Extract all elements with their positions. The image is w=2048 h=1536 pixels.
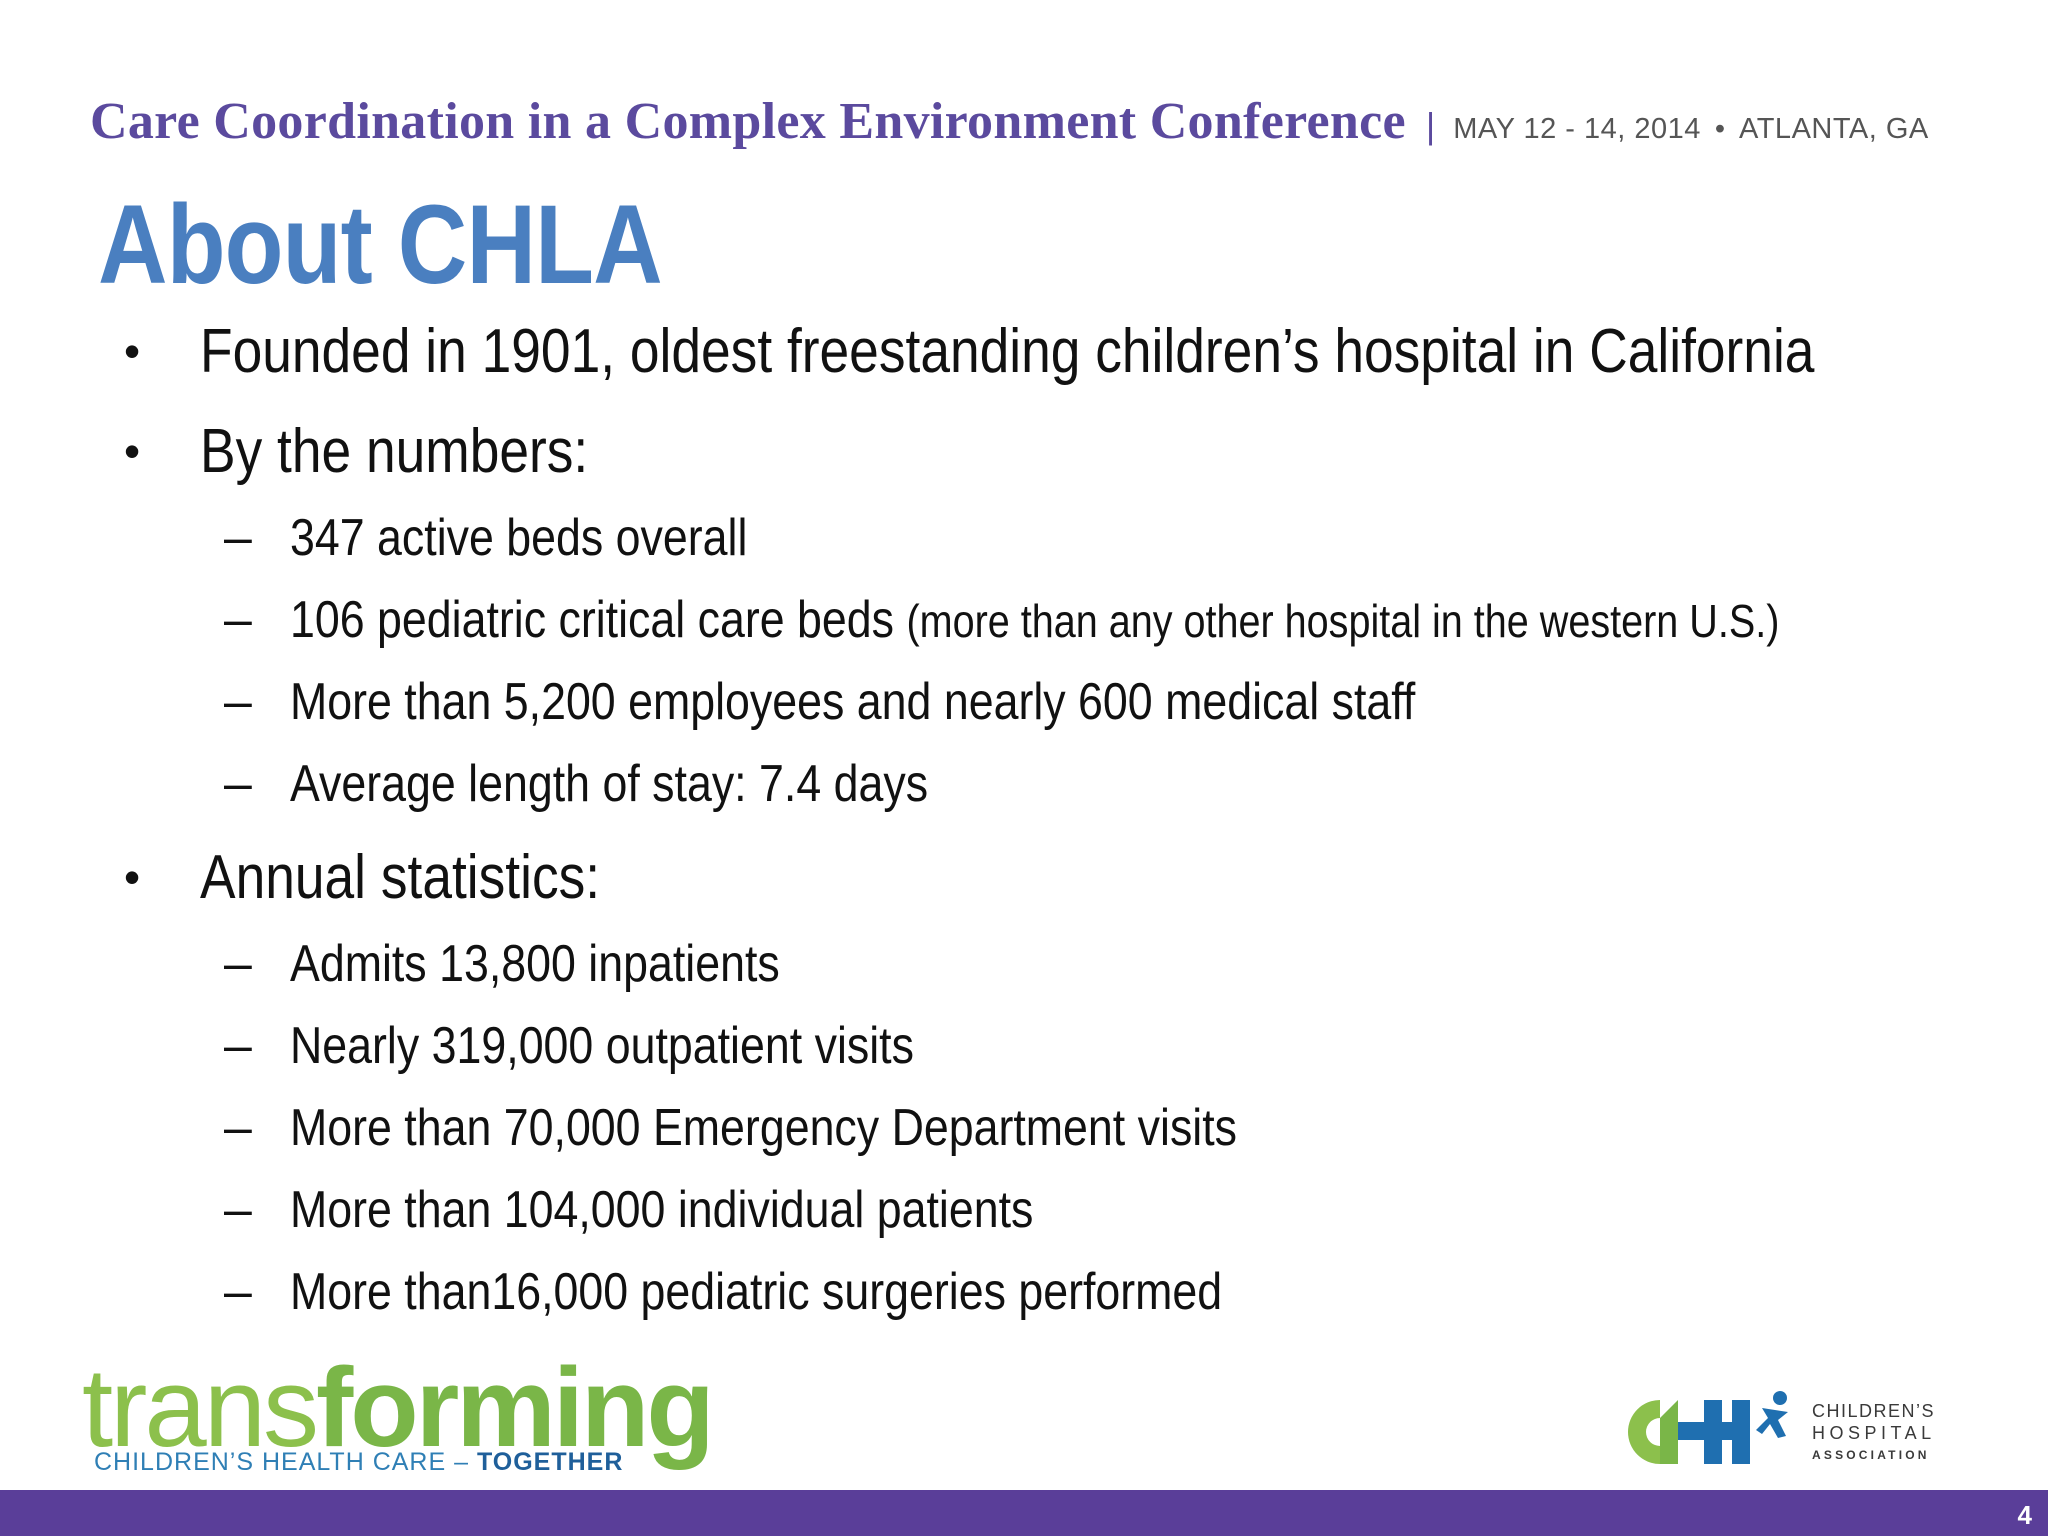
sub-item-employees: More than 5,200 employees and nearly 600… bbox=[290, 673, 1416, 731]
slide-title: About CHLA bbox=[98, 182, 663, 307]
bullet-by-the-numbers: By the numbers: bbox=[200, 417, 589, 486]
sub-item-outpatient-visits: Nearly 319,000 outpatient visits bbox=[290, 1017, 914, 1075]
bullet-founded: Founded in 1901, oldest freestanding chi… bbox=[200, 317, 1815, 386]
sub-item-active-beds: 347 active beds overall bbox=[290, 509, 748, 567]
logo-word-light: trans bbox=[82, 1345, 319, 1470]
dash-marker: – bbox=[224, 509, 252, 565]
dash-marker: – bbox=[224, 591, 252, 647]
logo-word-bold: forming bbox=[316, 1345, 715, 1470]
critical-care-beds-text: 106 pediatric critical care beds bbox=[290, 591, 895, 649]
childrens-hospital-association-logo: CHILDREN’S HOSPITAL ASSOCIATION bbox=[1620, 1386, 1950, 1476]
sub-item-individual-patients: More than 104,000 individual patients bbox=[290, 1181, 1034, 1239]
dash-marker: – bbox=[224, 1263, 252, 1319]
logo-tagline-text: CHILDREN’S HEALTH CARE bbox=[94, 1448, 447, 1476]
logo-tagline: CHILDREN’S HEALTH CARE – TOGETHER bbox=[94, 1448, 623, 1477]
logo-tagline-bold: TOGETHER bbox=[476, 1448, 624, 1476]
dash-marker: – bbox=[224, 673, 252, 729]
bullet-annual-statistics: Annual statistics: bbox=[200, 843, 601, 912]
page-number: 4 bbox=[2017, 1500, 2032, 1530]
header-dot: • bbox=[1714, 113, 1726, 145]
logo-tagline-dash: – bbox=[454, 1448, 470, 1476]
bullet-marker: • bbox=[124, 325, 141, 377]
dash-marker: – bbox=[224, 1017, 252, 1073]
cha-line2: HOSPITAL bbox=[1812, 1423, 1936, 1443]
conference-header: Care Coordination in a Complex Environme… bbox=[90, 92, 1929, 151]
logo-wordmark: transforming bbox=[82, 1352, 715, 1464]
dash-marker: – bbox=[224, 755, 252, 811]
critical-care-beds-aside: (more than any other hospital in the wes… bbox=[906, 595, 1780, 647]
sub-item-emergency-visits: More than 70,000 Emergency Department vi… bbox=[290, 1099, 1238, 1157]
sub-item-length-of-stay: Average length of stay: 7.4 days bbox=[290, 755, 929, 813]
cha-emblem-icon bbox=[1628, 1391, 1788, 1464]
conference-date: MAY 12 - 14, 2014 bbox=[1453, 113, 1701, 145]
bullet-marker: • bbox=[124, 425, 141, 477]
cha-text: CHILDREN’S HOSPITAL ASSOCIATION bbox=[1812, 1400, 1936, 1466]
conference-location: ATLANTA, GA bbox=[1739, 113, 1929, 145]
bullet-marker: • bbox=[124, 851, 141, 903]
sub-item-critical-care-beds: 106 pediatric critical care beds (more t… bbox=[290, 590, 1779, 650]
dash-marker: – bbox=[224, 1181, 252, 1237]
header-separator: | bbox=[1425, 105, 1436, 146]
dash-marker: – bbox=[224, 935, 252, 991]
transforming-logo: transforming CHILDREN’S HEALTH CARE – TO… bbox=[82, 1352, 715, 1482]
sub-item-surgeries: More than16,000 pediatric surgeries perf… bbox=[290, 1263, 1223, 1321]
footer-bar: 4 bbox=[0, 1490, 2048, 1536]
dash-marker: – bbox=[224, 1099, 252, 1155]
cha-line3: ASSOCIATION bbox=[1812, 1448, 1930, 1462]
cha-line1: CHILDREN’S bbox=[1812, 1401, 1936, 1421]
sub-item-inpatients: Admits 13,800 inpatients bbox=[290, 935, 780, 993]
conference-title: Care Coordination in a Complex Environme… bbox=[90, 93, 1406, 150]
